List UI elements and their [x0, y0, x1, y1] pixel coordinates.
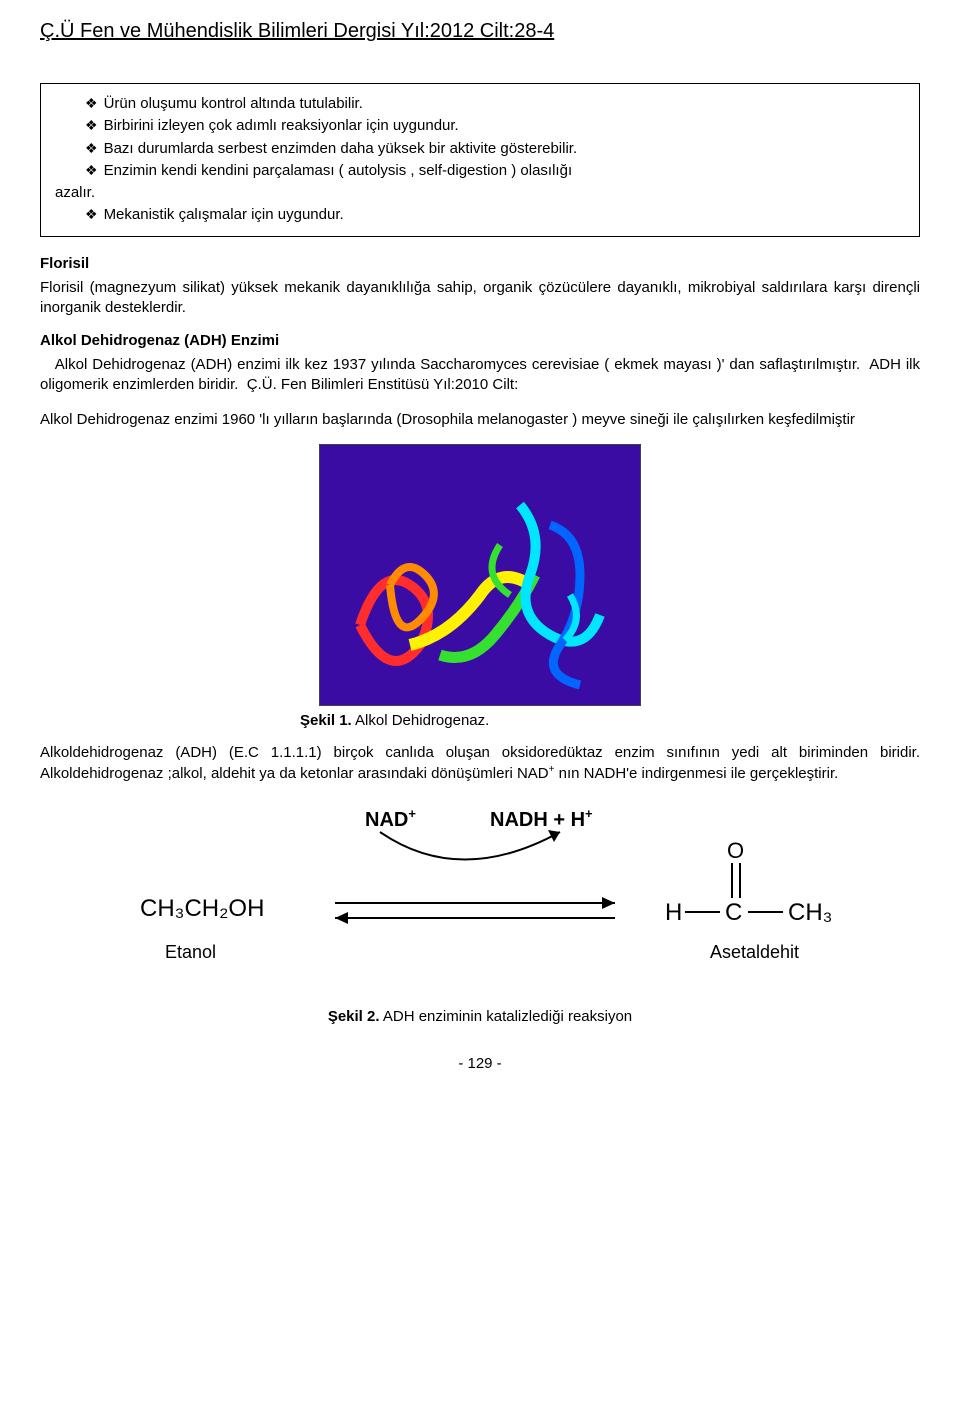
bullet-text: Mekanistik çalışmalar için uygundur. — [104, 205, 905, 225]
acet-label: Asetaldehit — [710, 942, 799, 962]
adh-paragraph-1: Alkol Dehidrogenaz (ADH) enzimi ilk kez … — [40, 355, 920, 396]
adh-desc-part2: nın NADH'e indirgenmesi ile gerçekleştir… — [554, 765, 838, 782]
bullet-item: ❖ Mekanistik çalışmalar için uygundur. — [85, 205, 905, 225]
figure-2-caption-text: ADH enziminin katalizlediği reaksiyon — [383, 1008, 632, 1025]
ethanol-label: Etanol — [165, 942, 216, 962]
ethanol-formula: CH₃CH₂OH — [140, 895, 264, 922]
acet-o: O — [727, 838, 744, 863]
diamond-bullet-icon: ❖ — [85, 116, 98, 135]
eq-arrow-top-head — [602, 897, 615, 909]
bullet-text: Enzimin kendi kendini parçalaması ( auto… — [104, 161, 905, 181]
florisil-paragraph: Florisil (magnezyum silikat) yüksek meka… — [40, 278, 920, 319]
nad-label: NAD+ — [365, 806, 416, 831]
eq-arrow-bottom-head — [335, 912, 348, 924]
figure-1-protein — [40, 444, 920, 706]
diamond-bullet-icon: ❖ — [85, 205, 98, 224]
bullet-text: Birbirini izleyen çok adımlı reaksiyonla… — [104, 116, 905, 136]
nadh-label: NADH + H+ — [490, 806, 593, 831]
acet-ch3: CH₃ — [788, 899, 832, 926]
reaction-svg: NAD+ NADH + H+ CH₃CH₂OH Etanol O H C CH₃… — [120, 798, 840, 998]
acet-h: H — [665, 899, 682, 926]
diamond-bullet-icon: ❖ — [85, 161, 98, 180]
figure-2-caption-bold: Şekil 2. — [328, 1008, 380, 1025]
adh-paragraph-2: Alkol Dehidrogenaz enzimi 1960 'lı yılla… — [40, 410, 920, 430]
bullet-continuation: azalır. — [55, 183, 905, 203]
bullet-item: ❖ Birbirini izleyen çok adımlı reaksiyon… — [85, 116, 905, 136]
page-number: - 129 - — [40, 1055, 920, 1072]
bullet-item: ❖ Ürün oluşumu kontrol altında tutulabil… — [85, 94, 905, 114]
figure-1-caption: Şekil 1. Alkol Dehidrogenaz. — [300, 712, 920, 729]
adh-description: Alkoldehidrogenaz (ADH) (E.C 1.1.1.1) bi… — [40, 743, 920, 785]
adh-heading: Alkol Dehidrogenaz (ADH) Enzimi — [40, 332, 920, 349]
acet-c: C — [725, 899, 742, 926]
figure-2-caption: Şekil 2. ADH enziminin katalizlediği rea… — [40, 1008, 920, 1025]
bullet-box: ❖ Ürün oluşumu kontrol altında tutulabil… — [40, 83, 920, 237]
top-curve — [380, 832, 560, 860]
top-curve-arrowhead — [548, 830, 560, 842]
figure-2-reaction: NAD+ NADH + H+ CH₃CH₂OH Etanol O H C CH₃… — [40, 798, 920, 998]
bullet-item: ❖ Enzimin kendi kendini parçalaması ( au… — [85, 161, 905, 181]
svg-bg — [320, 445, 640, 705]
diamond-bullet-icon: ❖ — [85, 139, 98, 158]
florisil-heading: Florisil — [40, 255, 920, 272]
bullet-text: Bazı durumlarda serbest enzimden daha yü… — [104, 139, 905, 159]
figure-1-caption-text: Alkol Dehidrogenaz. — [355, 712, 489, 729]
bullet-item: ❖ Bazı durumlarda serbest enzimden daha … — [85, 139, 905, 159]
journal-header: Ç.Ü Fen ve Mühendislik Bilimleri Dergisi… — [40, 20, 920, 43]
protein-structure-svg — [319, 444, 641, 706]
diamond-bullet-icon: ❖ — [85, 94, 98, 113]
bullet-text: Ürün oluşumu kontrol altında tutulabilir… — [104, 94, 905, 114]
figure-1-caption-bold: Şekil 1. — [300, 712, 352, 729]
